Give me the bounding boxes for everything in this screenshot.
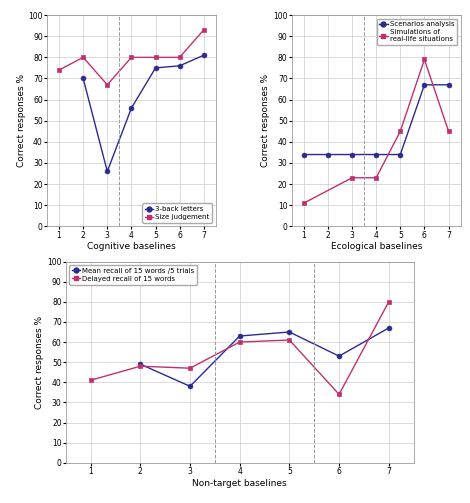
X-axis label: Ecological baselines: Ecological baselines bbox=[330, 242, 422, 252]
Y-axis label: Correct responses %: Correct responses % bbox=[261, 74, 270, 167]
Legend: 3-back letters, Size judgement: 3-back letters, Size judgement bbox=[142, 203, 212, 223]
X-axis label: Non-target baselines: Non-target baselines bbox=[192, 479, 287, 488]
Legend: Scenarios analysis, Simulations of
real-life situations: Scenarios analysis, Simulations of real-… bbox=[376, 19, 457, 45]
Y-axis label: Correct responses %: Correct responses % bbox=[35, 315, 44, 409]
Legend: Mean recall of 15 words /5 trials, Delayed recall of 15 words: Mean recall of 15 words /5 trials, Delay… bbox=[69, 265, 197, 285]
X-axis label: Cognitive baselines: Cognitive baselines bbox=[87, 242, 176, 252]
Y-axis label: Correct responses %: Correct responses % bbox=[16, 74, 25, 167]
